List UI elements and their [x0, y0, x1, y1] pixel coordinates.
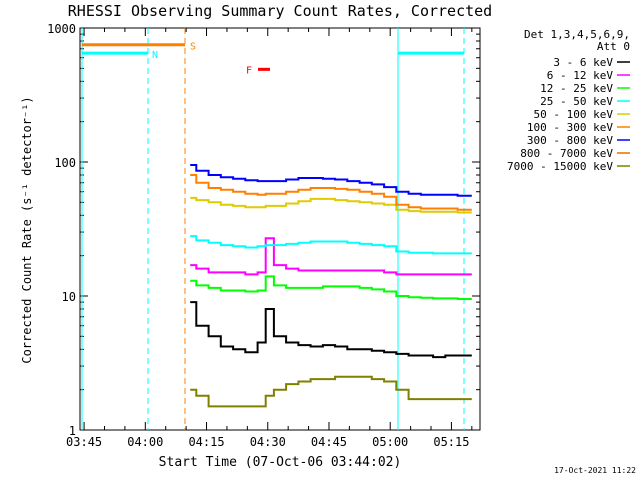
flag-label-n: N — [152, 50, 158, 61]
legend-entry-label: 6 - 12 keV — [547, 69, 614, 82]
legend-entry-label: 3 - 6 keV — [553, 56, 613, 69]
legend-entry-label: 12 - 25 keV — [540, 82, 613, 95]
legend-entry-label: 300 - 800 keV — [527, 134, 613, 147]
x-tick-label: 03:45 — [66, 435, 102, 449]
y-axis-label: Corrected Count Rate (s⁻¹ detector⁻¹) — [20, 96, 34, 363]
y-tick-label: 1000 — [47, 22, 76, 36]
plot-axes: 1 10 100 1000 03:45 04:00 04:15 04:30 04:45 05:00… — [47, 22, 481, 449]
legend-entry-label: 800 - 7000 keV — [520, 147, 613, 160]
series-line-50-100-kev — [190, 196, 472, 214]
flag-label-f: F — [246, 65, 252, 76]
plot-frame — [79, 27, 481, 431]
x-tick-label: 04:45 — [311, 435, 347, 449]
legend-entry-label: 50 - 100 keV — [534, 108, 614, 121]
series-line-300-800-kev — [190, 164, 472, 197]
legend-entry-label: 25 - 50 keV — [540, 95, 613, 108]
x-tick-label: 05:15 — [433, 435, 469, 449]
y-tick-label: 10 — [62, 290, 76, 304]
legend-title-line: Att 0 — [597, 40, 630, 53]
series-line-25-50-kev — [190, 235, 472, 255]
series-line-3-6-kev — [190, 301, 472, 359]
series-line-12-25-kev — [190, 275, 472, 300]
x-tick-label: 04:30 — [250, 435, 286, 449]
x-axis-label: Start Time (07-Oct-06 03:44:02) — [159, 455, 402, 470]
series-line-100-300-kev — [190, 174, 472, 211]
y-tick-label: 1 — [69, 424, 76, 438]
series-line-6-12-kev — [190, 237, 472, 276]
y-tick-label: 100 — [54, 156, 76, 170]
flag-label-s: S — [190, 42, 196, 53]
chart-title: RHESSI Observing Summary Count Rates, Co… — [68, 2, 492, 20]
x-tick-label: 04:00 — [127, 435, 163, 449]
series-line-7000-15000-kev — [190, 375, 472, 408]
footer-timestamp: 17-Oct-2021 11:22 — [554, 466, 636, 475]
legend-entry-label: 7000 - 15000 keV — [507, 160, 613, 173]
x-tick-label: 04:15 — [188, 435, 224, 449]
x-tick-label: 05:00 — [372, 435, 408, 449]
plot-marks: N S F — [81, 28, 472, 430]
legend-entry-label: 100 - 300 keV — [527, 121, 613, 134]
legend-title-line: Det 1,3,4,5,6,9, — [524, 28, 630, 41]
